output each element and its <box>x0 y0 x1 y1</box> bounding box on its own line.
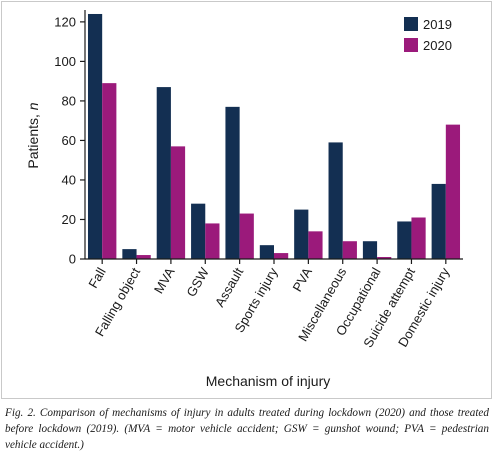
legend-swatch-2020 <box>404 38 418 52</box>
x-tick-label: MVA <box>151 265 178 296</box>
legend-label-2020: 2020 <box>423 38 452 53</box>
bars-group <box>87 13 461 260</box>
bar-2019-miscellaneous <box>328 142 343 259</box>
bar-2020-falling-object <box>136 255 151 259</box>
legend: 2019 2020 <box>404 17 452 53</box>
x-tick-label: Assault <box>212 265 246 310</box>
bar-2019-falling-object <box>122 249 137 259</box>
bar-2019-assault <box>225 106 240 259</box>
y-tick-label: 100 <box>54 54 76 69</box>
x-tick-label: GSW <box>183 264 212 299</box>
y-tick-label: 20 <box>62 212 76 227</box>
bar-2020-mva <box>170 146 186 259</box>
bar-2020-gsw <box>205 223 220 259</box>
x-tick-label: PVA <box>289 265 315 294</box>
figure-frame: 0 20 40 60 80 100 120 Fall Falling object MVA GSW… <box>1 1 492 399</box>
figure-caption: Fig. 2. Comparison of mechanisms of inju… <box>5 407 489 451</box>
y-tick-label: 0 <box>69 252 76 267</box>
bar-2020-suicide-attempt <box>411 217 426 259</box>
y-axis-title: Patients, n <box>25 102 41 168</box>
y-tick-label: 60 <box>62 133 76 148</box>
bar-2020-pva <box>308 231 323 259</box>
bar-2019-gsw <box>191 203 206 259</box>
bar-2019-occupational <box>362 241 378 259</box>
y-axis-title-italic: n <box>25 102 41 110</box>
legend-swatch-2019 <box>404 17 418 31</box>
y-tick-label: 80 <box>62 93 76 108</box>
bar-2020-domestic-injury <box>445 124 461 259</box>
x-axis-title: Mechanism of injury <box>206 373 331 389</box>
y-axis-title-main: Patients, <box>25 110 41 168</box>
bar-2020-miscellaneous <box>342 241 357 259</box>
bar-2020-fall <box>102 83 117 259</box>
bar-2019-fall <box>87 13 103 260</box>
y-tick-label: 120 <box>54 14 76 29</box>
bar-2019-sports-injury <box>259 245 274 259</box>
bar-2020-sports-injury <box>274 253 289 259</box>
bar-2020-occupational <box>377 257 392 259</box>
bar-2019-suicide-attempt <box>397 221 412 259</box>
bar-2019-domestic-injury <box>431 183 446 259</box>
legend-label-2019: 2019 <box>423 17 452 32</box>
bar-2019-pva <box>294 209 309 259</box>
bar-2019-mva <box>156 87 171 259</box>
bar-2020-assault <box>239 213 254 259</box>
x-tick-label: Fall <box>85 265 109 291</box>
y-axis: 0 20 40 60 80 100 120 <box>54 10 86 267</box>
y-tick-label: 40 <box>62 172 76 187</box>
